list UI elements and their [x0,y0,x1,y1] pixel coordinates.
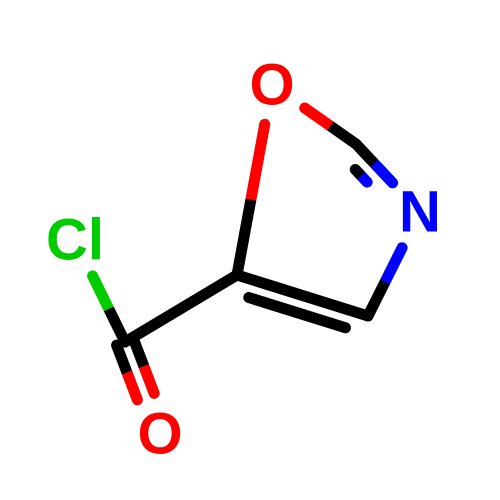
molecule-diagram: O N O Cl [0,0,500,500]
bond [355,169,367,182]
cl-atom-label: Cl [46,208,104,273]
bond [305,108,356,144]
o-atom-label: O [249,53,294,118]
bond [237,124,265,275]
o-atom-label: O [137,402,182,467]
bond [368,248,402,316]
n-atom-label: N [399,180,441,245]
bond [125,275,237,342]
bond [93,276,125,342]
